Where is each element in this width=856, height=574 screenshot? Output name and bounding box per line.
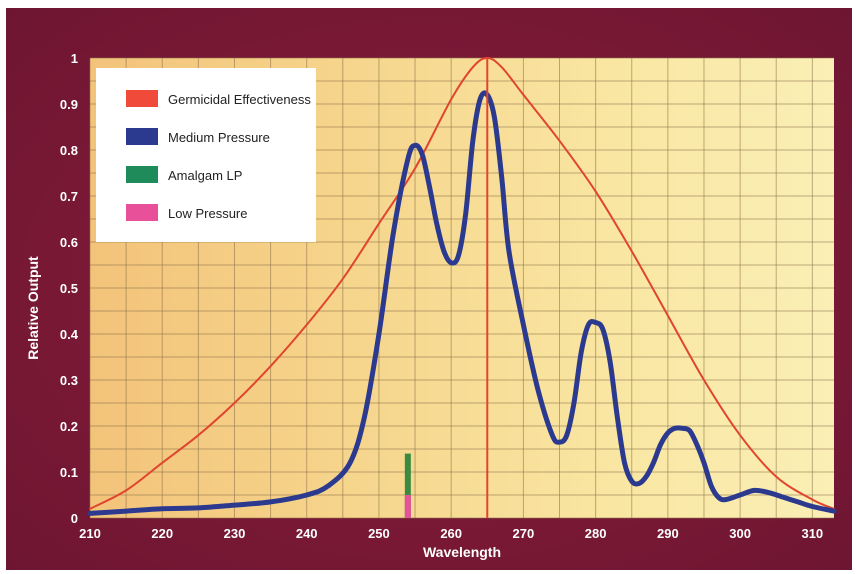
legend: Germicidal Effectiveness Medium Pressure A…: [96, 68, 316, 242]
legend-swatch: [126, 128, 158, 145]
x-tick-labels: 210 220 230 240 250 260 270 280 290 300 310: [79, 526, 823, 541]
series-line-germicidal-effectiveness: [89, 57, 835, 510]
bar-low-pressure: [404, 495, 411, 518]
y-tick-label: 0.7: [60, 189, 78, 204]
legend-item-label: Medium Pressure: [168, 130, 270, 145]
chart-container: 210 220 230 240 250 260 270 280 290 300 310 0 0.1 0.…: [6, 8, 852, 570]
chart-svg: 210 220 230 240 250 260 270 280 290 300 310 0 0.1 0.…: [6, 8, 852, 570]
x-tick-label: 300: [729, 526, 751, 541]
y-tick-label: 0.6: [60, 235, 78, 250]
y-tick-label: 0.2: [60, 419, 78, 434]
series-line-medium-pressure: [87, 90, 837, 516]
y-tick-label: 0.5: [60, 281, 78, 296]
x-tick-label: 310: [801, 526, 823, 541]
y-tick-labels: 0 0.1 0.2 0.3 0.4 0.5 0.6 0.7 0.8 0.9 1: [60, 51, 79, 526]
legend-swatch: [126, 166, 158, 183]
x-tick-label: 280: [585, 526, 607, 541]
y-tick-label: 1: [71, 51, 78, 66]
x-axis-label: Wavelength: [423, 544, 501, 560]
y-tick-label: 0.3: [60, 373, 78, 388]
bar-layer: [404, 453, 411, 518]
x-tick-label: 240: [296, 526, 318, 541]
y-tick-label: 0: [71, 511, 78, 526]
y-tick-label: 0.9: [60, 97, 78, 112]
x-tick-label: 290: [657, 526, 679, 541]
x-tick-label: 260: [440, 526, 462, 541]
x-tick-label: 220: [151, 526, 173, 541]
x-tick-label: 270: [513, 526, 535, 541]
series-layer: [87, 57, 837, 518]
x-tick-label: 210: [79, 526, 101, 541]
x-tick-label: 230: [224, 526, 246, 541]
y-tick-label: 0.1: [60, 465, 78, 480]
legend-item-label: Germicidal Effectiveness: [168, 92, 311, 107]
bar-amalgam-lp: [404, 453, 411, 518]
x-tick-label: 250: [368, 526, 390, 541]
y-tick-label: 0.4: [60, 327, 79, 342]
legend-swatch: [126, 90, 158, 107]
legend-swatch: [126, 204, 158, 221]
legend-item-label: Low Pressure: [168, 206, 247, 221]
y-tick-label: 0.8: [60, 143, 78, 158]
legend-item-label: Amalgam LP: [168, 168, 242, 183]
y-axis-label: Relative Output: [25, 256, 41, 360]
